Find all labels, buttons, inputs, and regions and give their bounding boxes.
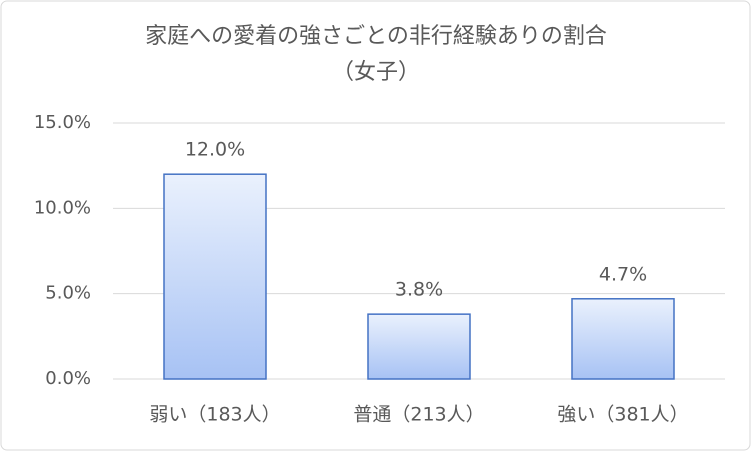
y-tick-label: 10.0%: [34, 197, 91, 218]
data-label: 4.7%: [599, 263, 647, 285]
bar: [571, 298, 675, 380]
x-tick-label: 強い（381人）: [557, 404, 688, 426]
data-label: 12.0%: [185, 139, 245, 161]
bar: [367, 313, 471, 380]
data-label: 3.8%: [395, 279, 443, 301]
chart-title: 家庭への愛着の強さごとの非行経験ありの割合: [145, 24, 607, 49]
y-tick-label: 15.0%: [34, 112, 91, 133]
bar: [163, 173, 267, 380]
x-tick-label: 弱い（183人）: [149, 404, 280, 426]
chart-subtitle: （女子）: [332, 60, 420, 85]
x-tick-label: 普通（213人）: [353, 404, 484, 426]
y-tick-label: 5.0%: [45, 283, 91, 304]
y-tick-label: 0.0%: [45, 368, 91, 389]
